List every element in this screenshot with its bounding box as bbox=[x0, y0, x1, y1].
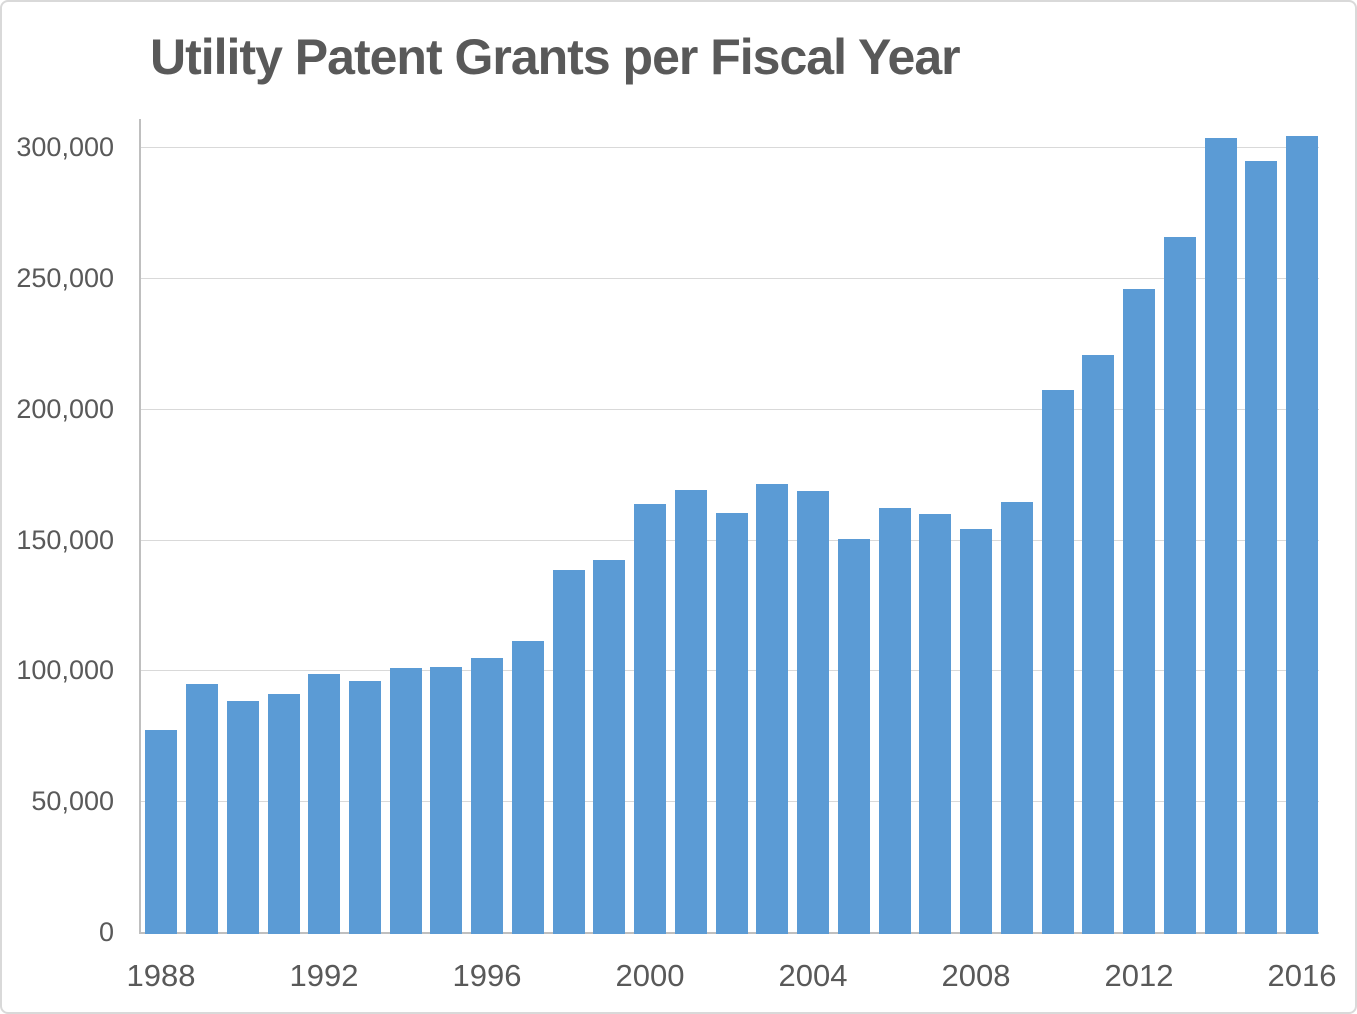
bar-2009 bbox=[1001, 502, 1033, 934]
bar-2000 bbox=[634, 504, 666, 934]
y-tick-label-200000: 200,000 bbox=[16, 394, 114, 424]
x-tick-label-2016: 2016 bbox=[1267, 958, 1337, 993]
bar-2012 bbox=[1123, 289, 1155, 934]
bar-2002 bbox=[716, 513, 748, 934]
bar-2003 bbox=[756, 484, 788, 934]
bar-1999 bbox=[593, 560, 625, 934]
bar-2014 bbox=[1205, 138, 1237, 934]
x-tick-label-1992: 1992 bbox=[289, 958, 359, 993]
x-tick-label-2004: 2004 bbox=[778, 958, 848, 993]
bar-1990 bbox=[227, 701, 259, 934]
bar-2005 bbox=[838, 539, 870, 934]
x-tick-label-2000: 2000 bbox=[615, 958, 685, 993]
chart-title: Utility Patent Grants per Fiscal Year bbox=[150, 29, 961, 85]
x-tick-label-2012: 2012 bbox=[1104, 958, 1174, 993]
bar-2001 bbox=[675, 490, 707, 934]
x-tick-label-2008: 2008 bbox=[941, 958, 1011, 993]
bar-2013 bbox=[1164, 237, 1196, 934]
y-tick-label-0: 0 bbox=[98, 917, 114, 947]
y-tick-label-300000: 300,000 bbox=[16, 132, 114, 162]
bar-1997 bbox=[512, 641, 544, 934]
y-tick-label-250000: 250,000 bbox=[16, 263, 114, 293]
y-tick-label-50000: 50,000 bbox=[31, 786, 114, 816]
bar-1993 bbox=[349, 681, 381, 934]
bar-1994 bbox=[390, 668, 422, 934]
bar-1989 bbox=[186, 684, 218, 934]
bar-1988 bbox=[145, 730, 177, 934]
bar-2010 bbox=[1042, 390, 1074, 934]
bar-1996 bbox=[471, 658, 503, 934]
bar-1992 bbox=[308, 674, 340, 934]
bar-2006 bbox=[879, 508, 911, 934]
gridline-300000 bbox=[139, 147, 1319, 148]
bar-1991 bbox=[268, 694, 300, 934]
y-axis-line bbox=[139, 119, 141, 934]
gridline-200000 bbox=[139, 409, 1319, 410]
x-tick-label-1988: 1988 bbox=[126, 958, 196, 993]
bar-2015 bbox=[1245, 161, 1277, 934]
bar-1995 bbox=[430, 667, 462, 934]
gridline-250000 bbox=[139, 278, 1319, 279]
y-tick-label-150000: 150,000 bbox=[16, 525, 114, 555]
bar-2011 bbox=[1082, 355, 1114, 934]
x-tick-label-1996: 1996 bbox=[452, 958, 522, 993]
y-tick-label-100000: 100,000 bbox=[16, 655, 114, 685]
bar-2016 bbox=[1286, 136, 1318, 934]
bar-2008 bbox=[960, 529, 992, 934]
bar-2007 bbox=[919, 514, 951, 934]
bar-2004 bbox=[797, 491, 829, 934]
bar-1998 bbox=[553, 570, 585, 934]
